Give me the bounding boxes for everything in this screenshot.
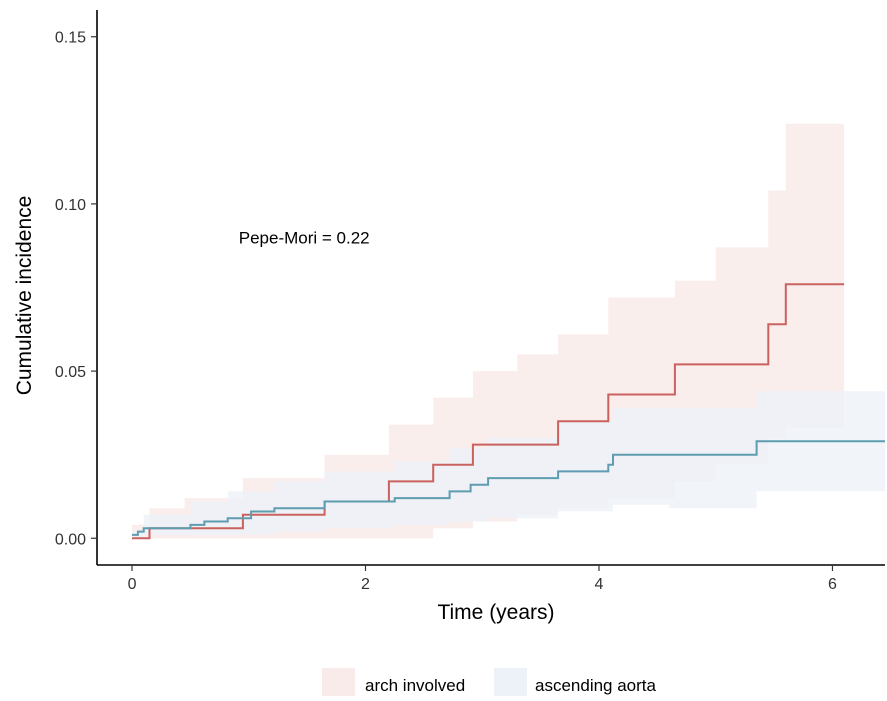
x-axis-title: Time (years) — [437, 601, 554, 624]
y-tick-label: 0.00 — [55, 531, 86, 548]
y-tick-label: 0.15 — [55, 30, 86, 47]
confidence-band-ascending-aorta — [132, 391, 885, 539]
legend-label-arch-involved: arch involved — [365, 676, 465, 695]
step-line-ascending-aorta — [132, 440, 885, 536]
legend-key-ascending-aorta — [494, 668, 527, 701]
legend-label-ascending-aorta: ascending aorta — [535, 676, 657, 695]
legend: arch involved ascending aorta — [322, 668, 657, 701]
confidence-bands — [132, 123, 885, 539]
legend-key-arch-involved — [322, 668, 355, 701]
tick-marks: 0 2 4 6 0.00 0.05 0.10 0.15 — [55, 30, 837, 593]
y-tick-label: 0.10 — [55, 197, 86, 214]
x-tick-label: 6 — [828, 576, 837, 593]
x-tick-label: 2 — [361, 576, 370, 593]
y-tick-label: 0.05 — [55, 364, 86, 381]
x-tick-label: 4 — [595, 576, 604, 593]
step-line-arch-involved — [132, 283, 845, 540]
pepe-mori-annotation: Pepe-Mori = 0.22 — [239, 228, 370, 247]
x-tick-label: 0 — [128, 576, 137, 593]
axes — [96, 10, 885, 566]
series-lines — [132, 283, 885, 540]
y-axis-title: Cumulative incidence — [13, 196, 36, 396]
